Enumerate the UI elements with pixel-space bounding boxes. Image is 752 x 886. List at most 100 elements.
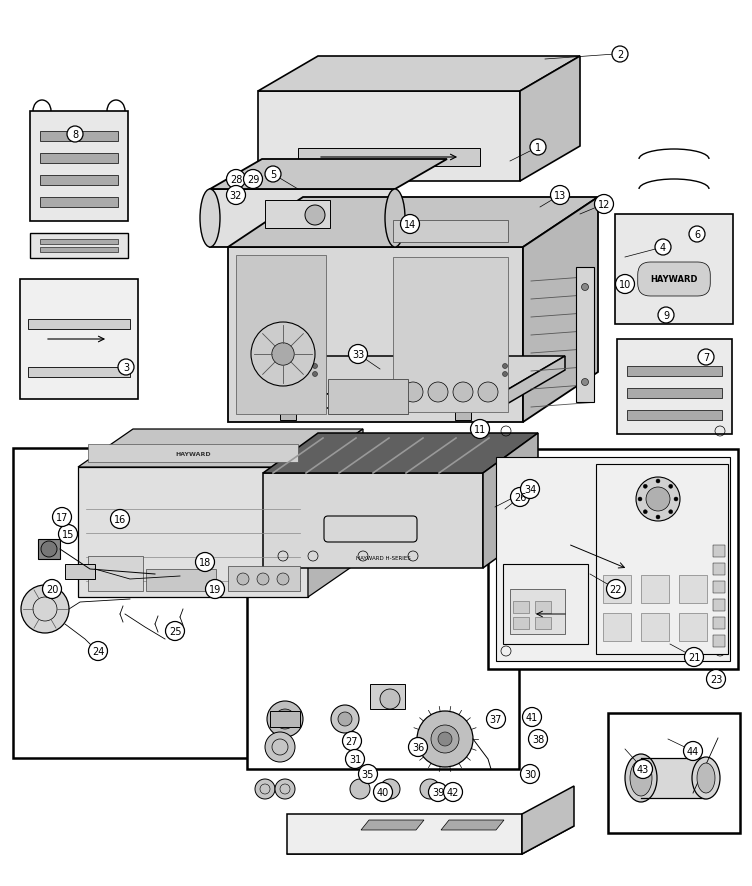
Text: 5: 5: [270, 170, 276, 180]
Circle shape: [646, 487, 670, 511]
Text: 7: 7: [703, 353, 709, 362]
Text: 20: 20: [46, 585, 58, 595]
Circle shape: [615, 276, 635, 294]
Polygon shape: [210, 159, 447, 190]
Text: 24: 24: [92, 646, 105, 657]
Circle shape: [529, 730, 547, 749]
Text: 13: 13: [554, 190, 566, 201]
Text: 17: 17: [56, 512, 68, 523]
Polygon shape: [250, 356, 565, 394]
Text: 26: 26: [514, 493, 526, 502]
Text: 14: 14: [404, 220, 416, 229]
Text: 9: 9: [663, 311, 669, 321]
Circle shape: [658, 307, 674, 323]
Circle shape: [698, 350, 714, 366]
Text: 38: 38: [532, 734, 544, 744]
Text: 10: 10: [619, 280, 631, 290]
Text: 27: 27: [346, 736, 358, 746]
Polygon shape: [520, 57, 580, 182]
Text: HAYWARD: HAYWARD: [175, 451, 211, 456]
Bar: [40, 175, 118, 186]
Polygon shape: [250, 394, 500, 408]
Text: 8: 8: [72, 130, 78, 140]
Polygon shape: [441, 820, 504, 830]
Text: 44: 44: [687, 746, 699, 756]
Bar: [13, 448, 380, 758]
Circle shape: [41, 541, 57, 557]
Bar: [28, 320, 130, 330]
Bar: [713, 563, 725, 575]
Circle shape: [226, 186, 245, 206]
Text: 37: 37: [490, 714, 502, 724]
Circle shape: [429, 782, 447, 802]
Bar: [535, 602, 551, 613]
Polygon shape: [258, 57, 580, 92]
Bar: [513, 618, 529, 629]
Circle shape: [581, 379, 589, 386]
Bar: [455, 408, 471, 421]
Text: 6: 6: [694, 229, 700, 240]
Circle shape: [53, 508, 71, 527]
Polygon shape: [228, 198, 598, 248]
Bar: [627, 389, 722, 399]
Polygon shape: [228, 248, 523, 423]
Text: 43: 43: [637, 764, 649, 774]
Circle shape: [275, 709, 295, 729]
Circle shape: [633, 759, 653, 779]
Bar: [280, 408, 296, 421]
Polygon shape: [500, 356, 565, 408]
Circle shape: [502, 372, 508, 377]
Circle shape: [267, 701, 303, 737]
Circle shape: [251, 323, 315, 386]
Bar: [576, 268, 594, 402]
Circle shape: [471, 420, 490, 439]
Bar: [247, 460, 519, 769]
Bar: [328, 379, 408, 415]
Text: 30: 30: [524, 769, 536, 779]
Text: 12: 12: [598, 199, 610, 210]
Text: HAYWARD: HAYWARD: [650, 276, 698, 284]
Circle shape: [165, 622, 184, 641]
Text: 23: 23: [710, 674, 722, 684]
Circle shape: [111, 510, 129, 529]
Circle shape: [595, 195, 614, 214]
Bar: [641, 613, 669, 641]
Polygon shape: [263, 473, 483, 568]
Bar: [617, 339, 732, 434]
Text: 18: 18: [199, 557, 211, 567]
Bar: [30, 112, 128, 222]
Bar: [30, 234, 128, 259]
Polygon shape: [210, 190, 395, 248]
Circle shape: [408, 738, 427, 757]
Circle shape: [275, 779, 295, 799]
Ellipse shape: [697, 763, 715, 793]
Circle shape: [520, 765, 539, 783]
Bar: [40, 240, 118, 245]
Circle shape: [265, 167, 281, 183]
Circle shape: [21, 586, 69, 633]
Circle shape: [453, 383, 473, 402]
Text: 34: 34: [524, 485, 536, 494]
Bar: [535, 618, 551, 629]
Circle shape: [638, 497, 642, 501]
Bar: [28, 368, 130, 377]
Circle shape: [643, 485, 647, 489]
Text: 3: 3: [123, 362, 129, 373]
Circle shape: [581, 284, 589, 291]
Circle shape: [89, 641, 108, 661]
Bar: [236, 256, 326, 415]
Text: 16: 16: [114, 515, 126, 525]
Circle shape: [338, 712, 352, 727]
Circle shape: [237, 573, 249, 586]
Circle shape: [67, 127, 83, 143]
Circle shape: [331, 705, 359, 734]
Ellipse shape: [625, 754, 657, 802]
Bar: [713, 635, 725, 648]
Bar: [603, 575, 631, 603]
Text: 2: 2: [617, 50, 623, 60]
Polygon shape: [287, 814, 522, 854]
Bar: [265, 201, 330, 229]
Polygon shape: [522, 786, 574, 854]
Circle shape: [438, 732, 452, 746]
Bar: [713, 546, 725, 557]
